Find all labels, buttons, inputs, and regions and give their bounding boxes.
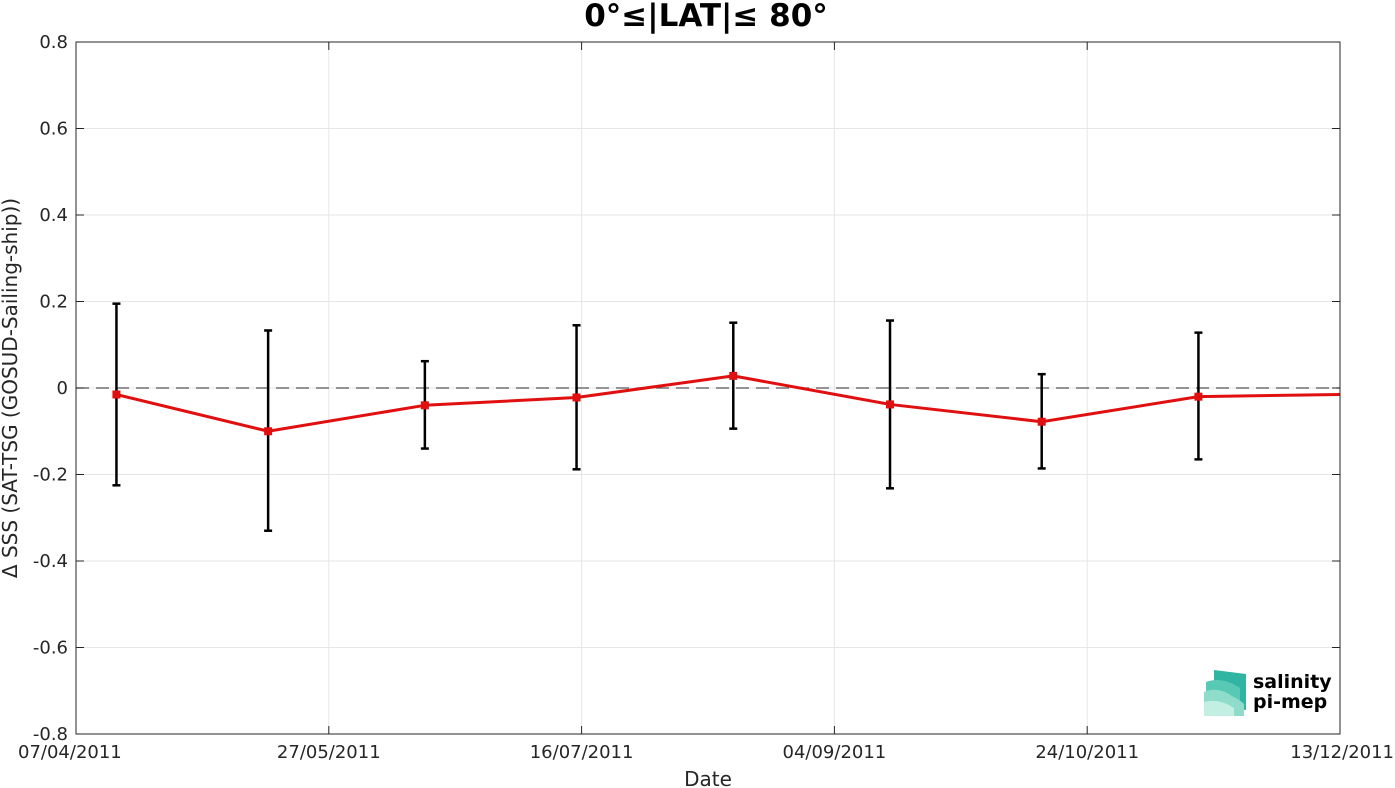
y-tick-label: 0.8 — [39, 32, 68, 53]
x-tick-label: 13/12/2011 — [1290, 742, 1394, 763]
x-tick-label: 24/10/2011 — [1035, 742, 1139, 763]
data-point-marker — [420, 401, 429, 410]
y-tick-label: 0.6 — [39, 119, 68, 140]
y-tick-label: 0.4 — [39, 205, 68, 226]
x-tick-label: 07/04/2011 — [18, 742, 122, 763]
data-point-marker — [1194, 392, 1203, 401]
data-point-marker — [1037, 417, 1046, 426]
y-tick-label: -0.2 — [33, 465, 68, 486]
y-tick-label: 0 — [57, 378, 68, 399]
data-point-marker — [886, 400, 895, 409]
salinity-pi-mep-logo: salinity pi-mep — [1204, 670, 1332, 716]
y-tick-label: -0.8 — [33, 724, 68, 745]
x-tick-label: 27/05/2011 — [277, 742, 381, 763]
y-axis-label: Δ SSS (SAT-TSG (GOSUD-Sailing-ship)) — [0, 198, 22, 578]
x-axis-label: Date — [684, 767, 732, 788]
logo-text-salinity: salinity — [1253, 671, 1332, 693]
y-tick-label: -0.4 — [33, 551, 68, 572]
axis-ticks: 07/04/2011 27/05/2011 16/07/2011 04/09/2011… — [18, 32, 1394, 763]
data-point-marker — [264, 427, 273, 436]
y-tick-label: 0.2 — [39, 292, 68, 313]
data-point-marker — [112, 390, 121, 399]
series-markers — [112, 371, 1203, 436]
logo-text-pi-mep: pi-mep — [1253, 691, 1327, 713]
logo-wave-icon — [1204, 670, 1246, 716]
x-tick-label: 04/09/2011 — [783, 742, 887, 763]
y-tick-label: -0.6 — [33, 638, 68, 659]
data-point-marker — [729, 371, 738, 380]
x-tick-label: 16/07/2011 — [530, 742, 634, 763]
chart-title: 0°≤|LAT|≤ 80° — [584, 0, 828, 34]
data-point-marker — [572, 393, 581, 402]
